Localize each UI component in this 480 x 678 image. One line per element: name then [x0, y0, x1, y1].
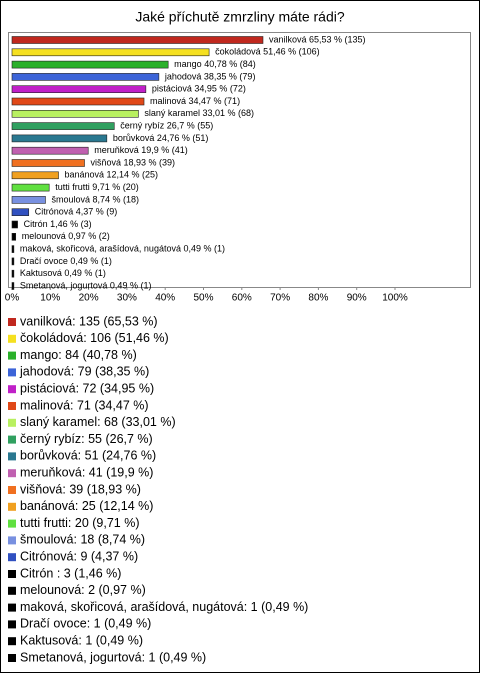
legend-label: malinová: 71 (34,47 %) — [20, 398, 149, 412]
bar-label: meruňková 19,9 % (41) — [94, 145, 188, 155]
bar — [11, 220, 18, 229]
bar — [11, 159, 85, 167]
bar-label: slaný karamel 33,01 % (68) — [144, 108, 254, 118]
x-tick-label: 30% — [117, 293, 137, 304]
bar — [11, 110, 139, 118]
bar-label: čokoládová 51,46 % (106) — [215, 47, 320, 57]
x-tick-label: 60% — [232, 293, 252, 304]
legend-swatch — [8, 452, 16, 461]
legend-label: banánová: 25 (12,14 %) — [20, 499, 153, 513]
legend-swatch — [8, 536, 16, 545]
bar — [11, 208, 30, 216]
bar-label: Dračí ovoce 0,49 % (1) — [20, 256, 112, 266]
bar — [11, 97, 145, 106]
bar-label: borůvková 24,76 % (51) — [113, 133, 209, 143]
x-tick-label: 100% — [382, 293, 408, 304]
bar — [11, 146, 89, 155]
legend-swatch — [8, 603, 16, 612]
legend-label: Kaktusová: 1 (0,49 %) — [20, 633, 143, 647]
legend-swatch — [8, 368, 16, 377]
bar-label: banánová 12,14 % (25) — [64, 170, 158, 180]
x-tick-label: 20% — [79, 293, 99, 304]
legend-label: tutti frutti: 20 (9,71 %) — [20, 516, 140, 530]
legend-label: černý rybíz: 55 (26,7 %) — [20, 432, 153, 446]
bar-label: jahodová 38,35 % (79) — [164, 71, 256, 81]
legend-label: čokoládová: 106 (51,46 %) — [20, 331, 169, 345]
legend-swatch — [8, 620, 16, 629]
bar — [11, 269, 15, 278]
x-tick-label: 90% — [347, 293, 367, 304]
bar — [11, 171, 59, 180]
legend-swatch — [8, 486, 16, 494]
x-tick-label: 40% — [155, 293, 175, 304]
bar — [11, 73, 160, 81]
x-tick-label: 0% — [5, 293, 20, 304]
bar-label: tutti frutti 9,71 % (20) — [55, 182, 139, 192]
legend-swatch — [8, 586, 16, 595]
legend-label: Citrónová: 9 (4,37 %) — [20, 549, 138, 563]
plot-border — [8, 32, 471, 288]
bar — [11, 48, 210, 57]
legend-swatch — [8, 334, 16, 343]
legend-swatch — [8, 318, 16, 326]
x-tick-label: 50% — [193, 293, 213, 304]
legend-label: meruňková: 41 (19,9 %) — [20, 465, 153, 479]
legend-label: šmoulová: 18 (8,74 %) — [20, 533, 145, 547]
x-tick-label: 10% — [40, 293, 60, 304]
legend-swatch — [8, 553, 16, 562]
bar-label: černý rybíz 26,7 % (55) — [120, 120, 213, 130]
bar — [11, 60, 169, 69]
legend-label: vanilková: 135 (65,53 %) — [20, 314, 158, 328]
legend-swatch — [8, 385, 16, 394]
legend-label: višňová: 39 (18,93 %) — [20, 482, 141, 496]
bar-label: pistáciová 34,95 % (72) — [152, 84, 246, 94]
legend-label: maková, skořicová, arašídová, nugátová: … — [20, 600, 308, 614]
legend-label: mango: 84 (40,78 %) — [20, 348, 137, 362]
bar-label: šmoulová 8,74 % (18) — [51, 194, 139, 204]
legend-swatch — [8, 570, 16, 578]
bar-label: Citrón 1,46 % (3) — [24, 219, 92, 229]
legend-swatch — [8, 519, 16, 528]
bar — [11, 183, 50, 192]
chart-title: Jaké příchutě zmrzliny máte rádi? — [135, 9, 345, 25]
legend-swatch — [8, 418, 16, 427]
legend-swatch — [8, 637, 16, 646]
legend-label: jahodová: 79 (38,35 %) — [19, 365, 149, 379]
legend-label: Smetanová, jogurtová: 1 (0,49 %) — [20, 650, 206, 664]
legend-label: melounová: 2 (0,97 %) — [20, 583, 146, 597]
bar — [11, 282, 15, 290]
legend-label: pistáciová: 72 (34,95 %) — [20, 381, 154, 395]
bar — [11, 134, 108, 143]
legend-swatch — [8, 402, 16, 410]
legend-swatch — [8, 469, 16, 478]
legend-label: slaný karamel: 68 (33,01 %) — [20, 415, 176, 429]
bar-label: maková, skořicová, arašídová, nugátová 0… — [20, 243, 225, 253]
legend-swatch — [8, 502, 16, 511]
bar-label: Smetanová, jogurtová 0,49 % (1) — [20, 280, 152, 290]
bar — [11, 122, 115, 130]
bar-label: Citrónová 4,37 % (9) — [35, 207, 118, 217]
legend-swatch — [8, 351, 16, 360]
x-tick-label: 70% — [270, 293, 290, 304]
bar-label: višňová 18,93 % (39) — [91, 157, 176, 167]
legend-label: Citrón : 3 (1,46 %) — [20, 566, 121, 580]
bar-label: malinová 34,47 % (71) — [150, 96, 240, 106]
legend-swatch — [8, 435, 16, 444]
bar-label: Kaktusová 0,49 % (1) — [20, 268, 106, 278]
bar — [11, 257, 15, 266]
bar — [11, 85, 147, 93]
x-tick-label: 80% — [308, 293, 328, 304]
bar-label: melounová 0,97 % (2) — [22, 231, 110, 241]
bar-label: mango 40,78 % (84) — [174, 59, 256, 69]
legend-label: Dračí ovoce: 1 (0,49 %) — [20, 617, 151, 631]
bar — [11, 233, 17, 241]
legend-swatch — [8, 654, 16, 662]
bar — [11, 245, 15, 253]
bar — [11, 36, 264, 44]
bar-label: vanilková 65,53 % (135) — [269, 34, 366, 44]
bar — [11, 196, 46, 204]
legend-label: borůvková: 51 (24,76 %) — [20, 449, 156, 463]
